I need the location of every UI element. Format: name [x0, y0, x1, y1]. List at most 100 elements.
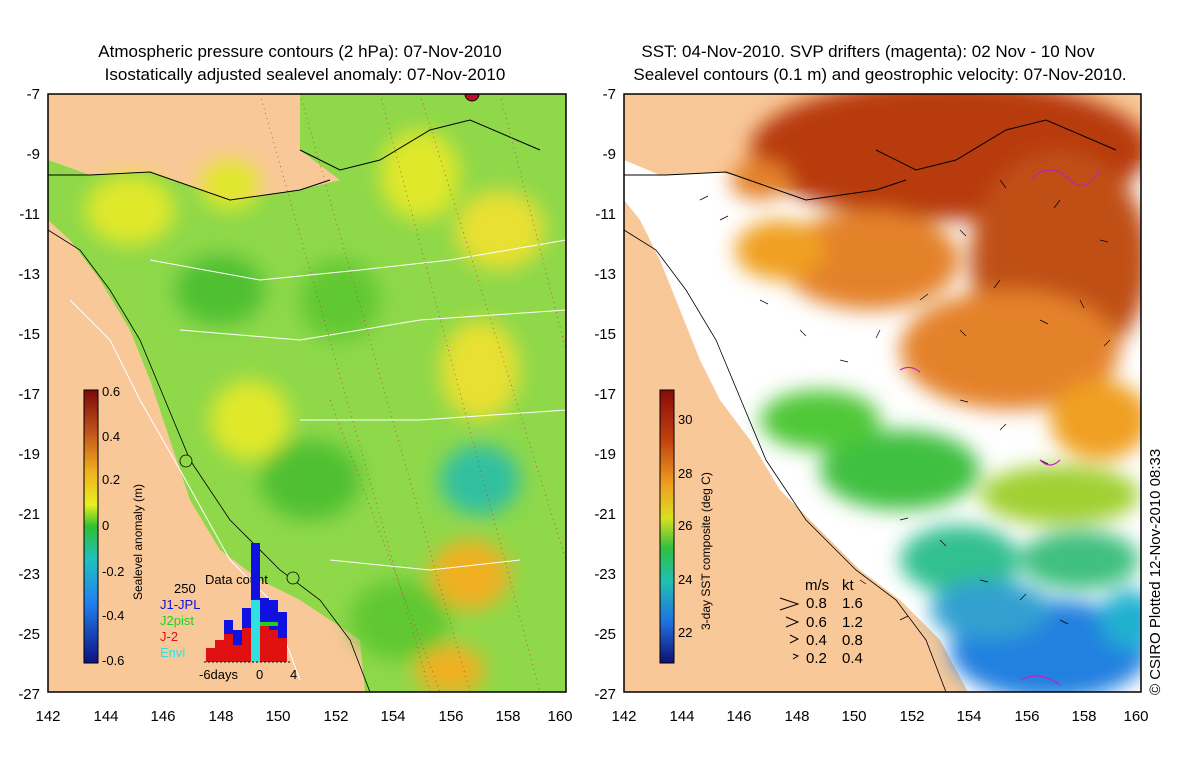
- inset-bar: [242, 628, 251, 662]
- left-marker-2: [179, 454, 193, 468]
- inset-legend-envi: Envi: [160, 645, 185, 660]
- vel-arrow-0.4: [789, 634, 800, 644]
- lon-tick: 150: [841, 708, 866, 725]
- right-lat-axis: -7 -9 -11 -13 -15 -17 -19 -21 -23 -25 -2…: [594, 86, 616, 703]
- vel-arrow-0.6: [785, 616, 800, 628]
- lat-tick: -27: [18, 686, 40, 703]
- right-title-line2: Sealevel contours (0.1 m) and geostrophi…: [633, 65, 1126, 84]
- lat-tick: -15: [594, 326, 616, 343]
- left-marker-3: [286, 571, 300, 585]
- lat-tick: -23: [18, 566, 40, 583]
- lat-tick: -13: [18, 266, 40, 283]
- velocity-arrows: [699, 179, 1111, 625]
- left-drifter-marker: [464, 94, 480, 102]
- left-map-plot-area: [48, 94, 566, 692]
- vel-legend-ms: 0.8: [806, 595, 827, 612]
- sst-field-blobs: [730, 94, 1141, 692]
- inset-bar: [233, 645, 242, 662]
- inset-bar: [224, 620, 233, 634]
- lon-tick: 148: [208, 708, 233, 725]
- lat-tick: -13: [594, 266, 616, 283]
- lat-tick: -11: [19, 206, 40, 223]
- left-title-line2: Isostatically adjusted sealevel anomaly:…: [105, 65, 506, 84]
- inset-bar: [242, 608, 251, 628]
- right-colorbar: [659, 389, 675, 664]
- right-colorbar-label: 3-day SST composite (deg C): [699, 472, 713, 630]
- inset-legend-j2: J-2: [160, 629, 178, 644]
- left-cbar-tick: 0.2: [102, 472, 120, 487]
- inset-bar: [278, 612, 287, 638]
- lat-tick: -9: [603, 146, 616, 163]
- vel-legend-kt: 1.2: [842, 614, 863, 631]
- inset-bar: [251, 600, 260, 662]
- vel-legend-ms: 0.4: [806, 632, 827, 649]
- left-cbar-tick: -0.6: [102, 653, 124, 668]
- vel-legend-ms: 0.2: [806, 650, 827, 667]
- lon-tick: 156: [438, 708, 463, 725]
- lat-tick: -21: [594, 506, 616, 523]
- lon-tick: 152: [323, 708, 348, 725]
- left-map-panel: Atmospheric pressure contours (2 hPa): 0…: [18, 42, 572, 725]
- left-lat-axis: -7 -9 -11 -13 -15 -17 -19 -21 -23 -25 -2…: [18, 86, 40, 703]
- velocity-legend: m/s kt 0.8 1.6 0.6 1.2 0.4 0.8 0.2 0.4: [779, 577, 863, 667]
- lat-tick: -15: [18, 326, 40, 343]
- lat-tick: -7: [603, 86, 616, 103]
- left-cbar-tick: 0.6: [102, 384, 120, 399]
- lon-tick: 156: [1014, 708, 1039, 725]
- lat-tick: -17: [594, 386, 616, 403]
- left-map-frame: [47, 93, 567, 693]
- inset-bar: [233, 630, 242, 645]
- inset-legend-j2pist: J2pist: [160, 613, 194, 628]
- lat-tick: -25: [18, 626, 40, 643]
- lon-tick: 144: [93, 708, 118, 725]
- lat-tick: -19: [594, 446, 616, 463]
- lon-tick: 154: [380, 708, 405, 725]
- inset-bars: [206, 543, 287, 662]
- inset-bar: [278, 638, 287, 662]
- inset-bar: [269, 630, 278, 662]
- lon-tick: 152: [899, 708, 924, 725]
- left-cbar-tick: -0.2: [102, 564, 124, 579]
- right-cbar-tick: 28: [678, 466, 692, 481]
- right-cbar-tick: 22: [678, 625, 692, 640]
- lon-tick: 158: [495, 708, 520, 725]
- left-cbar-tick: -0.4: [102, 608, 124, 623]
- inset-bar: [260, 598, 269, 625]
- lat-tick: -25: [594, 626, 616, 643]
- inset-bar: [260, 625, 269, 662]
- left-colorbar-label: Sealevel anomaly (m): [131, 484, 145, 600]
- inset-legend-j1: J1-JPL: [160, 597, 200, 612]
- inset-bar: [224, 634, 233, 662]
- lon-tick: 160: [1123, 708, 1148, 725]
- right-cbar-tick: 24: [678, 572, 692, 587]
- left-coastline: [48, 119, 541, 201]
- right-colorbar-ticks: 30 28 26 24 22: [678, 412, 692, 640]
- right-lon-axis: 142 144 146 148 150 152 154 156 158 160: [611, 708, 1148, 725]
- vel-arrow-0.2: [792, 653, 800, 660]
- left-sla-blobs: [85, 130, 545, 692]
- lat-tick: -17: [18, 386, 40, 403]
- right-map-frame: [623, 93, 1142, 693]
- lat-tick: -11: [595, 206, 616, 223]
- inset-xtick: 0: [256, 667, 263, 682]
- lon-tick: 144: [669, 708, 694, 725]
- vel-legend-kt: 0.8: [842, 632, 863, 649]
- lat-tick: -19: [18, 446, 40, 463]
- lon-tick: 150: [265, 708, 290, 725]
- left-colorbar-ticks: 0.6 0.4 0.2 0 -0.2 -0.4 -0.6: [102, 384, 124, 668]
- right-cbar-tick: 26: [678, 518, 692, 533]
- left-cbar-tick: 0: [102, 518, 109, 533]
- lat-tick: -9: [27, 146, 40, 163]
- inset-max-label: 250: [174, 581, 196, 596]
- right-cbar-tick: 30: [678, 412, 692, 427]
- vel-arrow-0.8: [779, 597, 800, 611]
- lon-tick: 146: [726, 708, 751, 725]
- inset-bar: [215, 640, 224, 662]
- left-track-lines: [259, 94, 566, 692]
- inset-xtick: 4: [290, 667, 297, 682]
- lon-tick: 148: [784, 708, 809, 725]
- lon-tick: 142: [35, 708, 60, 725]
- vel-legend-ms: 0.6: [806, 614, 827, 631]
- right-map-plot-area: [624, 94, 1141, 692]
- inset-bar: [251, 543, 260, 600]
